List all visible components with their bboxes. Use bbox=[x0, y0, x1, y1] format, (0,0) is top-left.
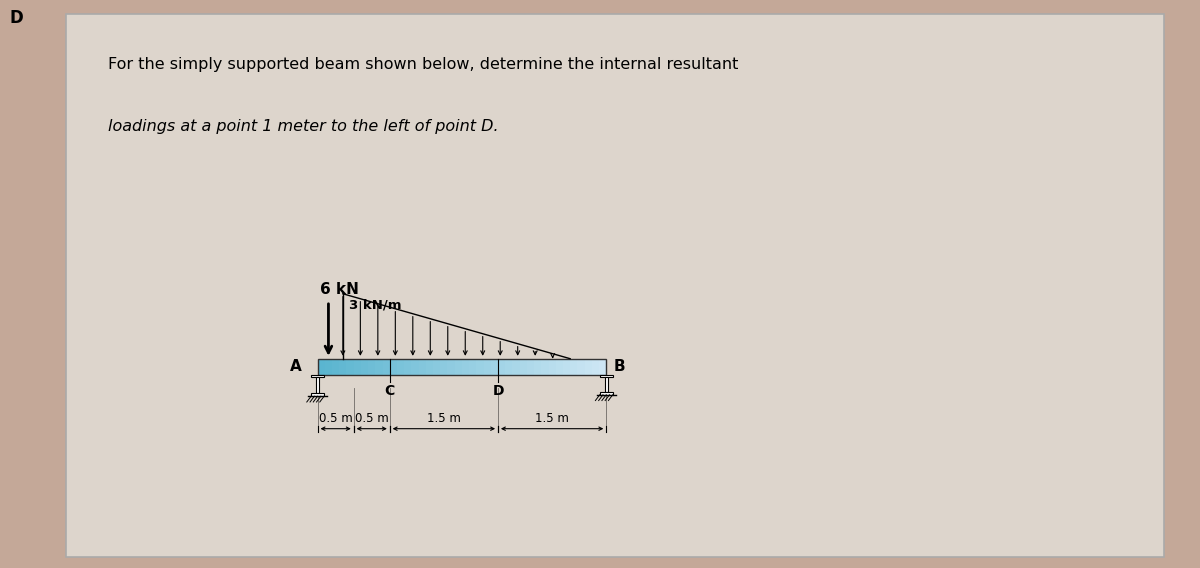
Polygon shape bbox=[600, 374, 613, 378]
Text: 6 kN: 6 kN bbox=[319, 282, 359, 298]
Polygon shape bbox=[512, 359, 520, 374]
Polygon shape bbox=[368, 359, 376, 374]
Polygon shape bbox=[592, 359, 599, 374]
Polygon shape bbox=[577, 359, 584, 374]
Polygon shape bbox=[541, 359, 548, 374]
Polygon shape bbox=[354, 359, 361, 374]
Polygon shape bbox=[361, 359, 368, 374]
Text: 3 kN/m: 3 kN/m bbox=[349, 299, 401, 312]
Polygon shape bbox=[584, 359, 592, 374]
Polygon shape bbox=[455, 359, 462, 374]
Text: For the simply supported beam shown below, determine the internal resultant: For the simply supported beam shown belo… bbox=[108, 57, 738, 72]
Polygon shape bbox=[527, 359, 534, 374]
Polygon shape bbox=[311, 393, 324, 396]
Polygon shape bbox=[383, 359, 390, 374]
Polygon shape bbox=[390, 359, 397, 374]
Polygon shape bbox=[448, 359, 455, 374]
Polygon shape bbox=[600, 392, 613, 395]
Polygon shape bbox=[476, 359, 484, 374]
Polygon shape bbox=[426, 359, 433, 374]
Text: 1.5 m: 1.5 m bbox=[427, 412, 461, 425]
Polygon shape bbox=[570, 359, 577, 374]
Polygon shape bbox=[311, 374, 324, 378]
Text: 1.5 m: 1.5 m bbox=[535, 412, 569, 425]
Polygon shape bbox=[376, 359, 383, 374]
Polygon shape bbox=[433, 359, 440, 374]
Text: A: A bbox=[290, 359, 301, 374]
Polygon shape bbox=[316, 378, 319, 393]
Polygon shape bbox=[340, 359, 347, 374]
Text: loadings at a point 1 meter to the left of point D.: loadings at a point 1 meter to the left … bbox=[108, 119, 499, 134]
Polygon shape bbox=[534, 359, 541, 374]
Polygon shape bbox=[548, 359, 556, 374]
Text: 0.5 m: 0.5 m bbox=[355, 412, 389, 425]
Polygon shape bbox=[469, 359, 476, 374]
Text: B: B bbox=[613, 359, 625, 374]
Polygon shape bbox=[491, 359, 498, 374]
Text: D: D bbox=[492, 384, 504, 398]
Polygon shape bbox=[397, 359, 404, 374]
Polygon shape bbox=[347, 359, 354, 374]
Text: 0.5 m: 0.5 m bbox=[319, 412, 353, 425]
Polygon shape bbox=[498, 359, 505, 374]
Polygon shape bbox=[599, 359, 606, 374]
Polygon shape bbox=[419, 359, 426, 374]
Polygon shape bbox=[440, 359, 448, 374]
Text: D: D bbox=[10, 9, 23, 27]
Polygon shape bbox=[325, 359, 332, 374]
Text: C: C bbox=[385, 384, 395, 398]
Polygon shape bbox=[484, 359, 491, 374]
Polygon shape bbox=[462, 359, 469, 374]
Polygon shape bbox=[563, 359, 570, 374]
Polygon shape bbox=[318, 359, 325, 374]
Polygon shape bbox=[412, 359, 419, 374]
Polygon shape bbox=[520, 359, 527, 374]
Polygon shape bbox=[556, 359, 563, 374]
Polygon shape bbox=[505, 359, 512, 374]
Polygon shape bbox=[605, 378, 607, 392]
Polygon shape bbox=[404, 359, 412, 374]
Polygon shape bbox=[332, 359, 340, 374]
